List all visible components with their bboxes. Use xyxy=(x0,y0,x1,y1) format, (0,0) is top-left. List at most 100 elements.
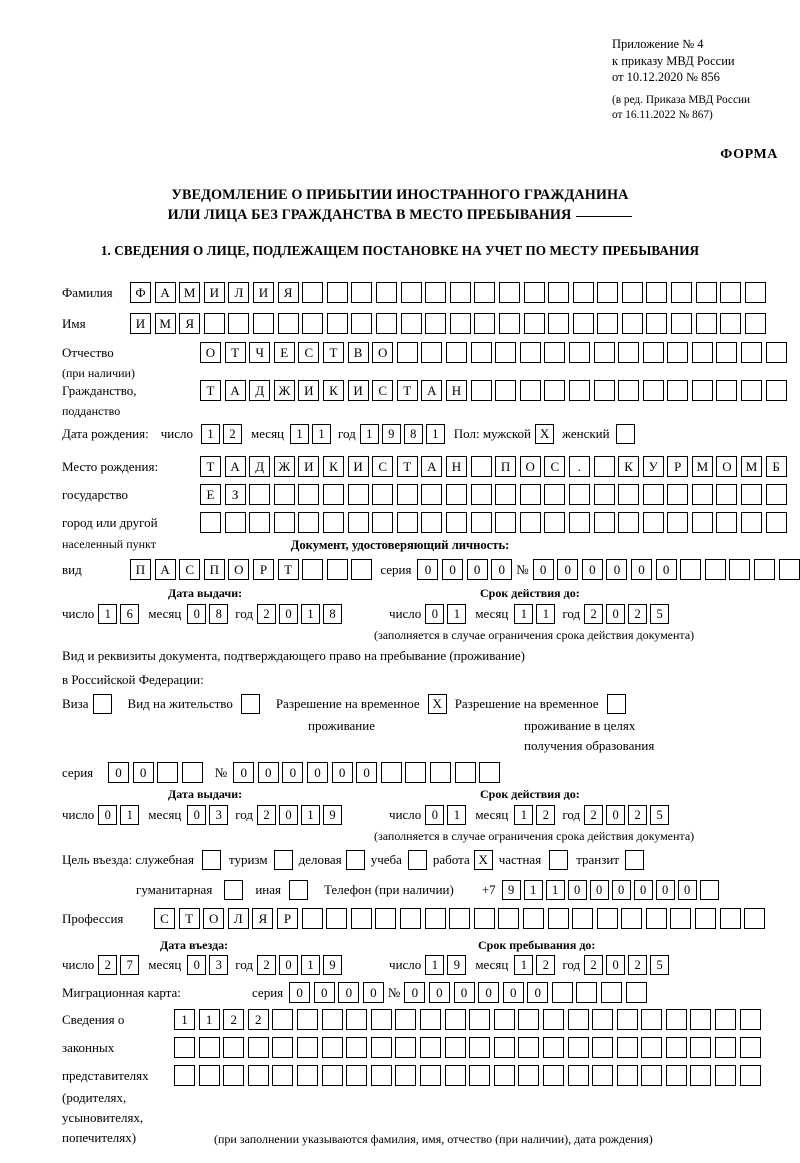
char-cell[interactable]: 0 xyxy=(567,880,587,900)
char-cell[interactable] xyxy=(454,762,476,783)
char-cell[interactable]: Т xyxy=(396,456,418,477)
char-cell[interactable] xyxy=(321,1009,343,1030)
char-cell[interactable] xyxy=(739,1065,761,1086)
char-cell[interactable] xyxy=(395,1065,417,1086)
char-cell[interactable]: 9 xyxy=(323,805,343,825)
char-cell[interactable] xyxy=(322,512,344,533)
char-cell[interactable]: У xyxy=(642,456,664,477)
char-cell[interactable] xyxy=(273,484,295,505)
char-cell[interactable]: 0 xyxy=(606,604,626,624)
char-cell[interactable]: 0 xyxy=(466,559,488,580)
char-cell[interactable] xyxy=(568,484,590,505)
char-cell[interactable] xyxy=(548,313,570,334)
char-cell[interactable]: 0 xyxy=(589,880,609,900)
char-cell[interactable] xyxy=(741,512,763,533)
char-cell[interactable] xyxy=(321,1037,343,1058)
char-cell[interactable] xyxy=(272,1009,294,1030)
char-cell[interactable] xyxy=(642,342,664,363)
char-cell[interactable]: 0 xyxy=(491,559,513,580)
char-cell[interactable]: 2 xyxy=(257,604,277,624)
char-cell[interactable] xyxy=(568,512,590,533)
char-cell[interactable] xyxy=(667,484,689,505)
char-cell[interactable] xyxy=(298,484,320,505)
char-cell[interactable] xyxy=(474,282,496,303)
char-cell[interactable]: Т xyxy=(322,342,344,363)
char-cell[interactable]: Т xyxy=(200,380,221,401)
char-cell[interactable] xyxy=(518,1065,540,1086)
char-cell[interactable] xyxy=(642,512,664,533)
char-cell[interactable] xyxy=(400,282,422,303)
char-cell[interactable] xyxy=(351,282,373,303)
char-cell[interactable] xyxy=(296,1065,318,1086)
char-cell[interactable] xyxy=(518,1037,540,1058)
char-cell[interactable] xyxy=(493,1037,515,1058)
char-cell[interactable] xyxy=(542,1037,564,1058)
char-cell[interactable] xyxy=(424,908,446,929)
char-cell[interactable] xyxy=(741,342,763,363)
char-cell[interactable]: Н xyxy=(445,456,467,477)
char-cell[interactable] xyxy=(542,1009,564,1030)
char-cell[interactable] xyxy=(542,1065,564,1086)
char-cell[interactable] xyxy=(498,313,520,334)
char-cell[interactable] xyxy=(272,1037,294,1058)
char-cell[interactable]: 1 xyxy=(198,1009,220,1030)
char-cell[interactable] xyxy=(642,484,664,505)
char-cell[interactable]: Е xyxy=(200,484,221,505)
char-cell[interactable] xyxy=(326,559,348,580)
char-cell[interactable]: З xyxy=(224,484,246,505)
char-cell[interactable] xyxy=(593,342,615,363)
char-cell[interactable] xyxy=(642,380,664,401)
char-cell[interactable]: И xyxy=(203,282,225,303)
char-cell[interactable] xyxy=(449,313,471,334)
temp-residence-checkbox[interactable]: X xyxy=(427,694,447,714)
char-cell[interactable]: 0 xyxy=(557,559,579,580)
char-cell[interactable] xyxy=(695,282,717,303)
char-cell[interactable] xyxy=(715,1065,737,1086)
char-cell[interactable]: Д xyxy=(249,456,271,477)
char-cell[interactable] xyxy=(744,908,766,929)
char-cell[interactable] xyxy=(690,1009,712,1030)
char-cell[interactable]: 8 xyxy=(403,424,423,444)
char-cell[interactable] xyxy=(399,908,421,929)
char-cell[interactable] xyxy=(699,880,719,900)
char-cell[interactable]: И xyxy=(347,380,369,401)
char-cell[interactable]: 0 xyxy=(633,880,653,900)
char-cell[interactable] xyxy=(519,484,541,505)
char-cell[interactable] xyxy=(667,342,689,363)
char-cell[interactable] xyxy=(396,512,418,533)
birth-place-settlement-input[interactable] xyxy=(200,512,787,533)
char-cell[interactable]: 3 xyxy=(209,955,229,975)
char-cell[interactable] xyxy=(547,908,569,929)
char-cell[interactable]: 0 xyxy=(362,982,384,1003)
char-cell[interactable]: С xyxy=(298,342,320,363)
char-cell[interactable] xyxy=(198,1065,220,1086)
char-cell[interactable] xyxy=(469,1065,491,1086)
char-cell[interactable] xyxy=(744,313,766,334)
char-cell[interactable] xyxy=(592,1037,614,1058)
visa-checkbox[interactable] xyxy=(92,694,112,714)
char-cell[interactable] xyxy=(395,1037,417,1058)
char-cell[interactable] xyxy=(252,313,274,334)
char-cell[interactable] xyxy=(665,1065,687,1086)
char-cell[interactable]: 0 xyxy=(257,762,279,783)
char-cell[interactable] xyxy=(405,762,427,783)
char-cell[interactable] xyxy=(469,1009,491,1030)
char-cell[interactable] xyxy=(346,1037,368,1058)
char-cell[interactable]: 0 xyxy=(677,880,697,900)
char-cell[interactable] xyxy=(593,484,615,505)
char-cell[interactable]: А xyxy=(421,456,443,477)
char-cell[interactable] xyxy=(174,1037,195,1058)
char-cell[interactable] xyxy=(739,1009,761,1030)
char-cell[interactable]: 0 xyxy=(108,762,129,783)
char-cell[interactable] xyxy=(765,380,787,401)
char-cell[interactable]: 5 xyxy=(650,805,670,825)
char-cell[interactable] xyxy=(347,512,369,533)
char-cell[interactable] xyxy=(203,313,225,334)
char-cell[interactable]: 1 xyxy=(98,604,118,624)
char-cell[interactable] xyxy=(719,908,741,929)
